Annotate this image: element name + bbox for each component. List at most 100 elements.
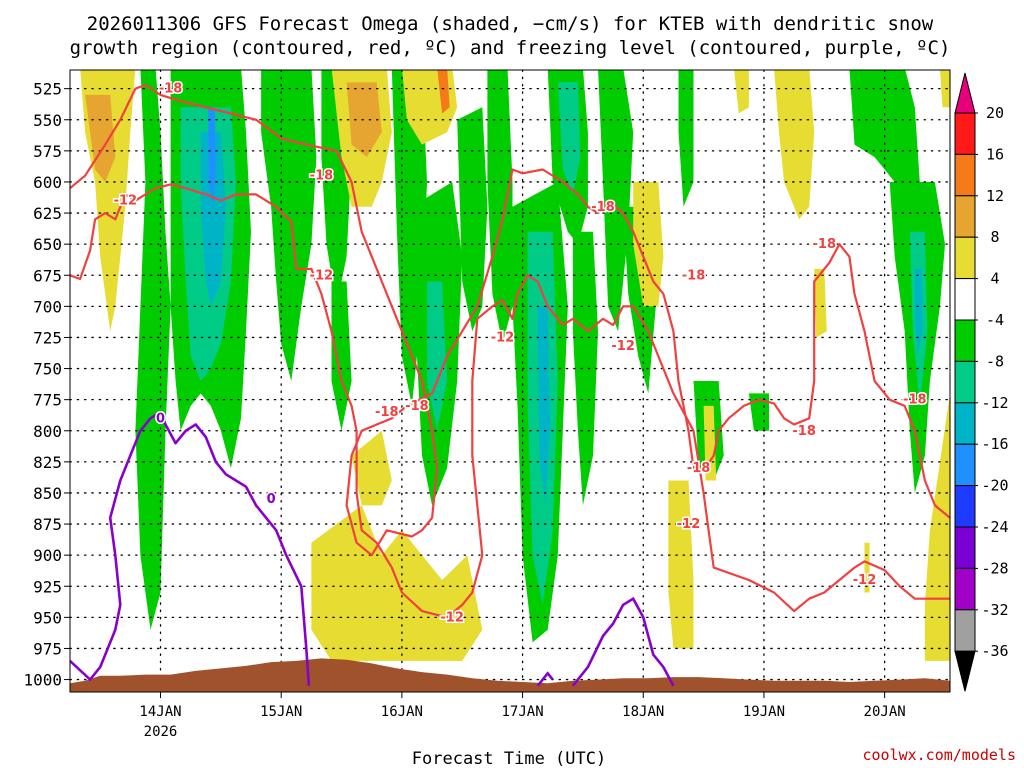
chart-title: 2026011306 GFS Forecast Omega (shaded, −… (87, 13, 934, 35)
x-axis: 14JAN 2026 15JAN 16JAN 17JAN 18JAN 19JAN 20JAN (139, 692, 906, 740)
colorbar-label-10: -24 (981, 518, 1008, 536)
colorbar-bin-10 (954, 526, 976, 569)
omega-region-41 (814, 269, 827, 338)
y-tick-label-550: 550 (33, 111, 62, 130)
credit-text: coolwx.com/models (862, 746, 1016, 764)
y-tick-label-825: 825 (33, 453, 62, 472)
colorbar-bin-11 (954, 567, 976, 611)
y-tick-label-800: 800 (33, 422, 62, 441)
y-tick-label-725: 725 (33, 328, 62, 347)
colorbar-label-11: -28 (981, 559, 1008, 577)
colorbar-bin-2 (954, 195, 976, 238)
colorbar-label-9: -20 (981, 477, 1008, 495)
contour-minus18-label-3: -18 (405, 399, 429, 414)
plot-area: -12-12-12-12-12-12-12-18-18-18 -18-18-18-… (69, 69, 951, 693)
colorbar-bin-9 (954, 485, 976, 528)
colorbar-over-arrow (954, 72, 976, 114)
freezing-level-line (70, 410, 311, 686)
contour-minus18-line (70, 83, 950, 557)
freezing-level-line-3 (571, 596, 675, 687)
colorbar-label-1: 16 (986, 145, 1004, 163)
contour-minus18-label-2: -18 (375, 405, 399, 420)
contour-minus12-label-6: -12 (853, 573, 877, 588)
contour-minus12-label-0: -12 (114, 194, 138, 209)
colorbar-bin-12 (954, 609, 976, 652)
y-tick-label-850: 850 (33, 484, 62, 503)
y-tick-label-525: 525 (33, 80, 62, 99)
colorbar-label-6: -8 (986, 352, 1004, 370)
y-tick-label-775: 775 (33, 391, 62, 410)
y-tick-label-950: 950 (33, 608, 62, 627)
x-tick-label-17JAN: 17JAN (501, 704, 543, 720)
omega-region-15 (537, 306, 551, 506)
freezing-level-line-2 (536, 671, 554, 687)
omega-region-0 (135, 70, 171, 630)
x-tick-label-20JAN: 20JAN (864, 704, 906, 720)
x-tick-label-14JAN: 14JAN (139, 704, 181, 720)
colorbar-bin-3 (954, 236, 976, 280)
contour-label-layer: -12-12-12-12-12-12-12-18-18-18 -18-18-18-… (112, 80, 928, 627)
contour-minus12-label-1: -12 (310, 268, 334, 283)
contour-minus18-label-0: -18 (159, 82, 183, 97)
y-tick-label-625: 625 (33, 204, 62, 223)
y-tick-label-700: 700 (33, 297, 62, 316)
omega-region-40 (774, 70, 815, 220)
contour-minus18-label-8: -18 (903, 393, 927, 408)
y-tick-label-975: 975 (33, 639, 62, 658)
colorbar-label-12: -32 (981, 601, 1008, 619)
x-tick-label-16JAN: 16JAN (381, 704, 423, 720)
omega-region-3 (200, 132, 226, 307)
omega-region-37 (668, 480, 694, 649)
contour-minus12-label-4: -12 (611, 339, 635, 354)
terrain-layer (70, 658, 950, 692)
contour-layer (70, 83, 950, 687)
colorbar-bin-0 (954, 112, 976, 155)
contour-minus12-label-2: -12 (440, 610, 464, 625)
omega-region-31 (346, 82, 382, 158)
plot-frame (69, 69, 951, 693)
colorbar-bin-7 (954, 402, 976, 445)
contour-minus12-label-3: -12 (491, 330, 515, 345)
omega-region-34 (311, 505, 483, 661)
freezing-level-label-1: 0 (267, 492, 276, 507)
y-axis: 525 550 575 600 625 650 675 700 725 750 775 800 825 8… (23, 80, 70, 690)
x-tick-label-15JAN: 15JAN (260, 704, 302, 720)
omega-region-5 (261, 70, 317, 381)
colorbar-label-0: 20 (986, 104, 1004, 122)
contour-minus18-label-4: -18 (591, 200, 615, 215)
colorbar-label-4: 4 (990, 270, 999, 288)
omega-region-29 (85, 94, 116, 182)
omega-region-27 (914, 269, 923, 357)
y-tick-label-1000: 1000 (23, 671, 62, 690)
y-tick-label-600: 600 (33, 173, 62, 192)
omega-region-42 (940, 70, 950, 108)
y-tick-label-750: 750 (33, 360, 62, 379)
omega-region-17 (557, 82, 581, 195)
colorbar-label-3: 8 (990, 228, 999, 246)
contour-minus18-label-6: -18 (813, 237, 837, 252)
colorbar-label-2: 12 (986, 187, 1004, 205)
x-tick-sublabel-14JAN: 2026 (144, 724, 178, 740)
y-tick-label-650: 650 (33, 235, 62, 254)
x-axis-title: Forecast Time (UTC) (412, 749, 606, 768)
x-tick-label-19JAN: 19JAN (743, 704, 785, 720)
x-tick-label-18JAN: 18JAN (622, 704, 664, 720)
omega-shading-layer (80, 70, 950, 661)
colorbar-label-8: -16 (981, 435, 1008, 453)
contour-minus18-label-9: -18 (682, 268, 706, 283)
y-tick-label-575: 575 (33, 142, 62, 161)
omega-region-39 (734, 70, 749, 114)
colorbar-label-13: -36 (981, 642, 1008, 660)
contour-minus12-label-5: -12 (677, 517, 701, 532)
colorbar-bin-8 (954, 443, 976, 487)
y-tick-label-675: 675 (33, 266, 62, 285)
omega-region-43 (924, 393, 950, 661)
colorbar-bin-6 (954, 360, 976, 404)
contour-minus18-label-1: -18 (310, 169, 334, 184)
freezing-level-label-0: 0 (156, 411, 165, 426)
colorbar-label-5: -4 (986, 311, 1004, 329)
contour-minus18-label-7: -18 (792, 424, 816, 439)
colorbar-label-7: -12 (981, 394, 1008, 412)
omega-region-33 (437, 70, 450, 114)
